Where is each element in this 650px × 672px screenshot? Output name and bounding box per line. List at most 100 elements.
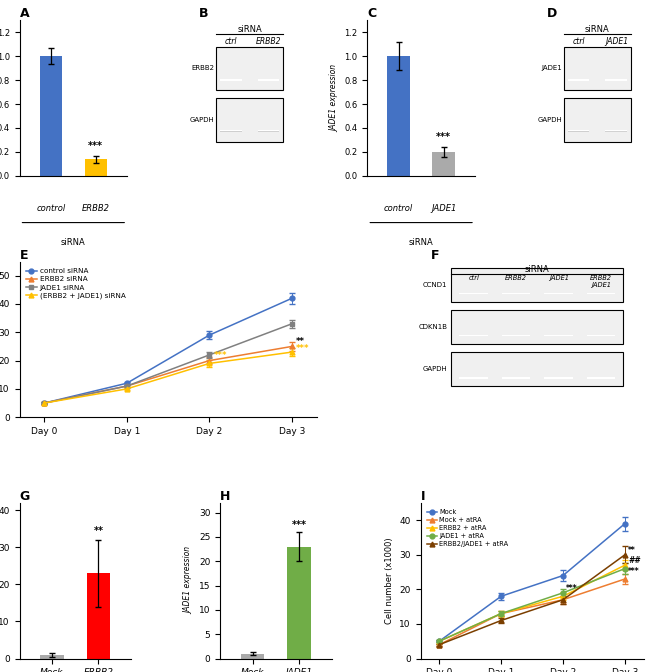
Bar: [220, 80, 242, 81]
Bar: [567, 79, 590, 80]
Text: ##: ##: [628, 556, 641, 565]
Bar: [257, 131, 280, 132]
Text: GAPDH: GAPDH: [190, 117, 214, 123]
Text: ***: ***: [436, 132, 451, 142]
Bar: [605, 79, 627, 80]
Bar: [605, 131, 627, 132]
Bar: [257, 131, 280, 132]
Bar: [567, 131, 590, 132]
Bar: [257, 79, 280, 80]
Y-axis label: JADE1 expression: JADE1 expression: [185, 547, 193, 614]
Bar: [567, 130, 590, 132]
Bar: [220, 131, 242, 132]
Bar: [220, 130, 242, 132]
Bar: [257, 80, 280, 81]
Bar: [605, 130, 627, 131]
Bar: [257, 131, 280, 132]
Bar: [257, 131, 280, 132]
Bar: [605, 131, 627, 132]
Bar: [220, 131, 242, 132]
Bar: [220, 131, 242, 132]
Bar: [257, 130, 280, 132]
Text: siRNA: siRNA: [409, 238, 434, 247]
Text: G: G: [20, 490, 30, 503]
Bar: [220, 131, 242, 132]
Text: CCND1: CCND1: [422, 282, 447, 288]
Bar: [605, 79, 627, 81]
Text: JADE1: JADE1: [549, 275, 569, 281]
Bar: [605, 130, 627, 131]
Bar: [451, 352, 623, 386]
Bar: [567, 131, 590, 132]
Bar: [257, 131, 280, 132]
Bar: [605, 79, 627, 81]
Bar: [567, 131, 590, 132]
Bar: [257, 79, 280, 80]
Bar: [564, 46, 631, 90]
Bar: [257, 131, 280, 132]
Bar: [567, 79, 590, 80]
Bar: [605, 130, 627, 131]
Bar: [220, 79, 242, 80]
Bar: [257, 79, 280, 81]
Bar: [567, 79, 590, 81]
Text: **: **: [296, 337, 305, 345]
Bar: [40, 655, 64, 659]
Bar: [605, 131, 627, 132]
Bar: [567, 79, 590, 80]
Bar: [567, 80, 590, 81]
Bar: [567, 79, 590, 80]
Text: **: **: [94, 526, 103, 536]
Bar: [220, 79, 242, 81]
Bar: [220, 79, 242, 80]
Bar: [605, 131, 627, 132]
Bar: [605, 80, 627, 81]
Bar: [220, 131, 242, 132]
Text: ***: ***: [296, 343, 309, 353]
Bar: [220, 131, 242, 132]
Bar: [220, 130, 242, 132]
Bar: [605, 130, 627, 132]
Bar: [605, 131, 627, 132]
Bar: [257, 80, 280, 81]
Bar: [567, 79, 590, 80]
Bar: [564, 98, 631, 142]
Text: ctrl: ctrl: [468, 275, 479, 281]
Y-axis label: JADE1 expression: JADE1 expression: [330, 65, 339, 132]
Bar: [567, 79, 590, 80]
Bar: [567, 79, 590, 80]
Text: CDKN1B: CDKN1B: [418, 324, 447, 330]
Bar: [257, 131, 280, 132]
Bar: [220, 131, 242, 132]
Bar: [567, 79, 590, 81]
Bar: [220, 80, 242, 81]
Bar: [257, 131, 280, 132]
Bar: [220, 80, 242, 81]
Bar: [605, 131, 627, 132]
Bar: [567, 131, 590, 132]
Bar: [257, 130, 280, 131]
Bar: [220, 131, 242, 132]
Bar: [87, 573, 110, 659]
Bar: [257, 131, 280, 132]
Text: JADE1: JADE1: [431, 204, 456, 213]
Bar: [257, 131, 280, 132]
Bar: [567, 131, 590, 132]
Bar: [220, 79, 242, 80]
Bar: [567, 131, 590, 132]
Bar: [605, 79, 627, 80]
Text: ERBB2: ERBB2: [256, 36, 281, 46]
Bar: [257, 130, 280, 131]
Text: F: F: [431, 249, 440, 261]
Bar: [220, 79, 242, 80]
Bar: [220, 130, 242, 132]
Bar: [40, 56, 62, 176]
Bar: [567, 131, 590, 132]
Bar: [567, 130, 590, 132]
Bar: [605, 79, 627, 81]
Bar: [567, 80, 590, 81]
Bar: [257, 130, 280, 131]
Bar: [257, 80, 280, 81]
Bar: [257, 79, 280, 81]
Bar: [567, 79, 590, 81]
